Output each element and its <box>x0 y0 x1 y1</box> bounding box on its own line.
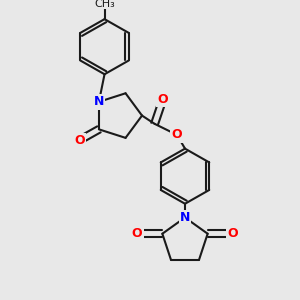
Text: O: O <box>172 128 182 141</box>
Text: O: O <box>74 134 85 147</box>
Text: N: N <box>180 211 190 224</box>
Text: O: O <box>227 227 238 240</box>
Text: O: O <box>132 227 142 240</box>
Text: N: N <box>94 95 104 108</box>
Text: CH₃: CH₃ <box>94 0 115 9</box>
Text: O: O <box>158 92 168 106</box>
